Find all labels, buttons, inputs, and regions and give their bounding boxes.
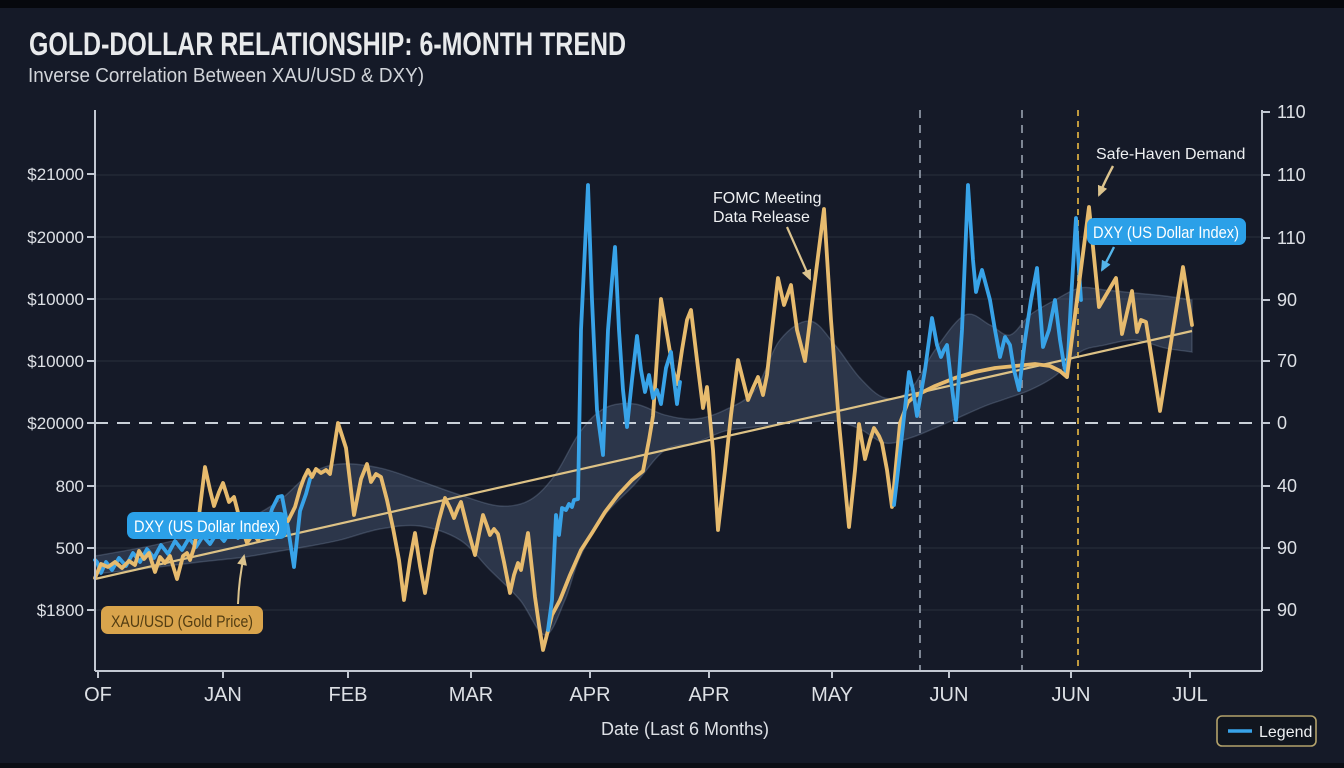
svg-text:APR: APR [569,684,610,706]
svg-text:70: 70 [1277,351,1297,371]
svg-text:XAU/USD (Gold Price): XAU/USD (Gold Price) [111,612,253,631]
svg-text:JUN: JUN [1052,684,1091,706]
svg-text:FOMC Meeting: FOMC Meeting [713,190,821,207]
svg-text:0: 0 [1277,413,1287,433]
svg-text:110: 110 [1277,102,1306,122]
svg-text:110: 110 [1277,228,1306,248]
svg-text:$21000: $21000 [27,165,84,184]
svg-text:FEB: FEB [329,684,368,706]
svg-text:40: 40 [1277,476,1297,496]
svg-text:JAN: JAN [204,684,242,706]
svg-text:$10000: $10000 [27,352,84,371]
svg-text:90: 90 [1277,538,1297,558]
svg-text:90: 90 [1277,600,1297,620]
svg-text:DXY (US Dollar Index): DXY (US Dollar Index) [134,518,280,536]
svg-text:GOLD-DOLLAR RELATIONSHIP: 6-MO: GOLD-DOLLAR RELATIONSHIP: 6-MONTH TREND [29,26,626,62]
svg-text:$20000: $20000 [27,228,84,247]
svg-text:Data Release: Data Release [713,209,810,226]
svg-text:$20000: $20000 [27,414,84,433]
svg-text:Date (Last 6 Months): Date (Last 6 Months) [601,719,769,739]
svg-text:800: 800 [56,477,84,496]
svg-text:500: 500 [56,539,84,558]
svg-text:DXY (US Dollar Index): DXY (US Dollar Index) [1093,224,1239,242]
svg-text:APR: APR [688,684,729,706]
svg-text:MAR: MAR [449,684,493,706]
svg-text:MAY: MAY [811,684,853,706]
svg-text:JUN: JUN [930,684,969,706]
svg-text:$10000: $10000 [27,290,84,309]
svg-text:JUL: JUL [1172,684,1208,706]
svg-text:Safe-Haven Demand: Safe-Haven Demand [1096,146,1245,163]
svg-text:$1800: $1800 [37,601,84,620]
svg-text:90: 90 [1277,290,1297,310]
svg-text:Legend: Legend [1259,724,1312,741]
svg-text:Inverse Correlation Between XA: Inverse Correlation Between XAU/USD & DX… [28,65,424,87]
svg-text:OF: OF [84,684,112,706]
svg-text:110: 110 [1277,165,1306,185]
